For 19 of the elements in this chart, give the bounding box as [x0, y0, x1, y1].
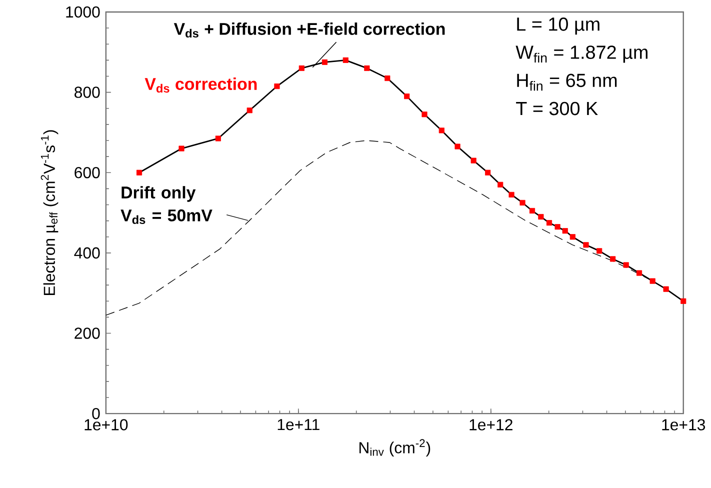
y-tick-label: 800	[74, 86, 100, 98]
x-axis-title: N$_{inv}$ (cm$^{-2}$)	[359, 439, 430, 457]
series-label: Drift only V$_{ds}$ = 50mV	[120, 186, 212, 224]
annotation: L = 10 µm	[517, 18, 600, 35]
y-tick-label: 1000	[66, 6, 100, 18]
series-label: V$_{ds}$ correction	[144, 78, 257, 93]
y-tick-label: 600	[74, 167, 100, 178]
x-tick-label: 1e+11	[278, 419, 320, 430]
text: Electron µ$_{eff}$ (cm$^{2}$V$^{-1}$s$^{-1}$)	[40, 130, 58, 296]
y-tick-label: 200	[74, 328, 100, 340]
x-tick-label: 1e+10	[84, 419, 128, 431]
y-tick-label: 0	[92, 408, 100, 420]
y-tick-label: 400	[74, 248, 100, 259]
x-tick-label: 1e+13	[662, 419, 706, 431]
annotation: H$_{fin}$ = 65 nm	[517, 74, 617, 91]
x-tick-label: 1e+12	[470, 419, 512, 431]
annotation: T = 300 K	[516, 102, 598, 116]
text: V$_{ds}$ + Diffusion +E-field correction	[174, 22, 445, 38]
annotation: W$_{fin}$ = 1.872 µm	[516, 46, 648, 63]
